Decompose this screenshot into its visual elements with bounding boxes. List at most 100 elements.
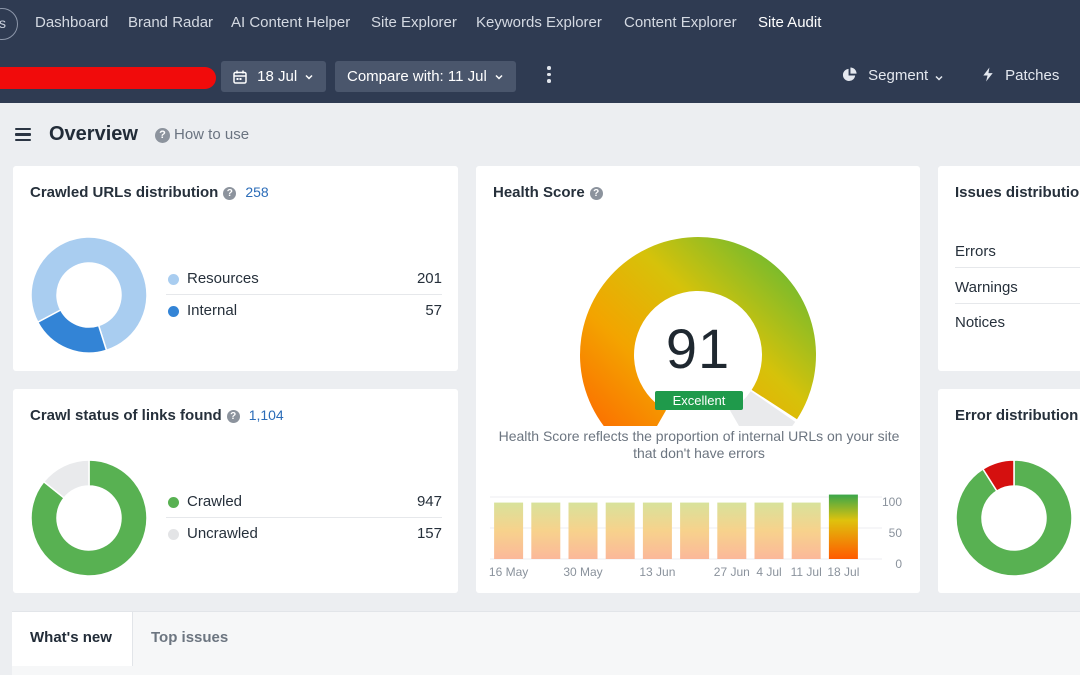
help-icon[interactable]: ? [589, 187, 603, 200]
logo[interactable]: s [0, 8, 18, 40]
how-to-use-link[interactable]: ? How to use [155, 126, 249, 143]
health-gauge [580, 237, 816, 426]
nav-keywords-explorer[interactable]: Keywords Explorer [476, 14, 602, 31]
donut-slice-crawled[interactable] [30, 459, 148, 577]
legend-dot [168, 306, 179, 317]
tab-top-issues[interactable]: Top issues [151, 629, 229, 646]
legend-row-uncrawled[interactable]: Uncrawled 157 [166, 518, 442, 550]
date-label: 18 Jul [257, 68, 298, 85]
issues-distribution-title: Issues distribution [955, 184, 1080, 201]
issue-row-warnings[interactable]: Warnings [955, 269, 1080, 304]
redacted-project-name [0, 67, 216, 89]
legend-label: Internal [187, 302, 238, 319]
issue-row-notices[interactable]: Notices [955, 314, 1006, 331]
chevron-down-icon [305, 75, 313, 80]
date-selector[interactable]: 18 Jul [221, 61, 327, 92]
donut-slice-internal[interactable] [36, 309, 108, 354]
how-to-use-label: How to use [174, 126, 250, 143]
lightning-icon [983, 67, 993, 82]
history-bar-27-jun[interactable] [717, 502, 747, 559]
crawl-status-card: Crawl status of links found? 1,104 Crawle… [13, 389, 458, 593]
health-score-badge: Excellent [655, 391, 743, 410]
crawl-status-title: Crawl status of links found? 1,104 [30, 407, 284, 424]
help-icon[interactable]: ? [223, 187, 237, 200]
calendar-icon [233, 70, 247, 84]
donut-slice-with-errors[interactable] [981, 459, 1015, 493]
patches-button[interactable]: Patches [982, 67, 1059, 84]
page-title: Overview [49, 123, 138, 145]
nav-site-audit[interactable]: Site Audit [758, 14, 822, 31]
issues-distribution-card: Issues distribution Errors Warnings Noti… [938, 166, 1080, 371]
help-icon[interactable]: ? [226, 410, 240, 423]
segment-button[interactable]: Segment [842, 67, 944, 84]
history-bar-30-may[interactable] [568, 502, 598, 559]
legend-value: 947 [416, 493, 442, 510]
segment-label: Segment [868, 67, 929, 84]
history-bar-20-jun[interactable] [680, 502, 710, 559]
donut-slice-resources[interactable] [30, 236, 148, 352]
pie-chart-icon [842, 67, 857, 82]
error-distribution-card: Error distribution [938, 389, 1080, 593]
error-distribution-title: Error distribution [955, 407, 1079, 424]
menu-icon[interactable] [15, 128, 31, 142]
crawl-status-donut [30, 459, 148, 577]
nav-site-explorer[interactable]: Site Explorer [371, 14, 457, 31]
y-tick-label: 100 [882, 495, 902, 509]
top-nav: s Dashboard Brand Radar AI Content Helpe… [0, 0, 1080, 47]
crawled-urls-total[interactable]: 258 [245, 184, 269, 200]
donut-slice-uncrawled[interactable] [42, 459, 90, 500]
error-distribution-donut [955, 459, 1073, 577]
legend-label: Crawled [187, 493, 243, 510]
bottom-tabs: What's new Top issues [12, 611, 1080, 675]
donut-slice-without-errors[interactable] [955, 459, 1073, 577]
toolbar: 18 Jul Compare with: 11 Jul Segment Patc… [0, 47, 1080, 103]
history-bar-18-jul[interactable] [828, 494, 858, 559]
history-bar-11-jul[interactable] [791, 502, 821, 559]
x-tick-label: 18 Jul [827, 565, 859, 579]
compare-selector[interactable]: Compare with: 11 Jul [335, 61, 516, 92]
nav-content-explorer[interactable]: Content Explorer [624, 14, 737, 31]
crawled-urls-card: Crawled URLs distribution? 258 Resources … [13, 166, 458, 371]
health-score-title: Health Score? [493, 184, 607, 201]
crawled-urls-donut [30, 236, 148, 354]
history-bar-13-jun[interactable] [642, 502, 672, 559]
patches-label: Patches [1005, 67, 1060, 84]
y-tick-label: 50 [889, 526, 903, 540]
x-tick-label: 30 May [563, 565, 602, 579]
legend-value: 201 [416, 270, 442, 287]
gauge-remaining-arc [730, 391, 796, 426]
legend-label: Resources [187, 270, 259, 287]
chevron-down-icon [935, 75, 943, 81]
legend-value: 157 [416, 525, 442, 542]
chevron-down-icon [495, 75, 503, 80]
issue-row-errors[interactable]: Errors [955, 233, 1080, 268]
history-bar-6-jun[interactable] [605, 502, 635, 559]
legend-dot [168, 497, 179, 508]
health-score-description: Health Score reflects the proportion of … [498, 428, 900, 461]
x-tick-label: 16 May [489, 565, 528, 579]
history-bar-23-may[interactable] [531, 502, 561, 559]
legend-dot [168, 529, 179, 540]
x-tick-label: 4 Jul [756, 565, 781, 579]
legend-value: 57 [425, 302, 442, 319]
nav-ai-content-helper[interactable]: AI Content Helper [231, 14, 351, 31]
more-options-icon[interactable] [547, 66, 551, 86]
y-tick-label: 0 [895, 557, 902, 571]
x-tick-label: 27 Jun [714, 565, 750, 579]
health-score-value: 91 [665, 317, 731, 380]
health-history-chart: 100 50 0 16 May 30 May 13 Jun 27 Jun 4 Jul 11 Ju… [489, 494, 903, 579]
legend-row-internal[interactable]: Internal 57 [166, 295, 442, 327]
health-score-card: Health Score? 91 Excellent Health Score … [476, 166, 920, 593]
history-bar-16-may[interactable] [494, 502, 524, 559]
legend-row-crawled[interactable]: Crawled 947 [166, 486, 442, 518]
x-tick-label: 13 Jun [639, 565, 675, 579]
tab-whats-new[interactable]: What's new [12, 612, 133, 666]
legend-label: Uncrawled [187, 525, 258, 542]
legend-row-resources[interactable]: Resources 201 [166, 263, 442, 295]
crawl-status-total[interactable]: 1,104 [248, 407, 284, 423]
legend-dot [168, 274, 179, 285]
nav-brand-radar[interactable]: Brand Radar [128, 14, 214, 31]
x-tick-label: 11 Jul [791, 565, 822, 579]
history-bar-4-jul[interactable] [754, 502, 784, 559]
nav-dashboard[interactable]: Dashboard [35, 14, 109, 31]
